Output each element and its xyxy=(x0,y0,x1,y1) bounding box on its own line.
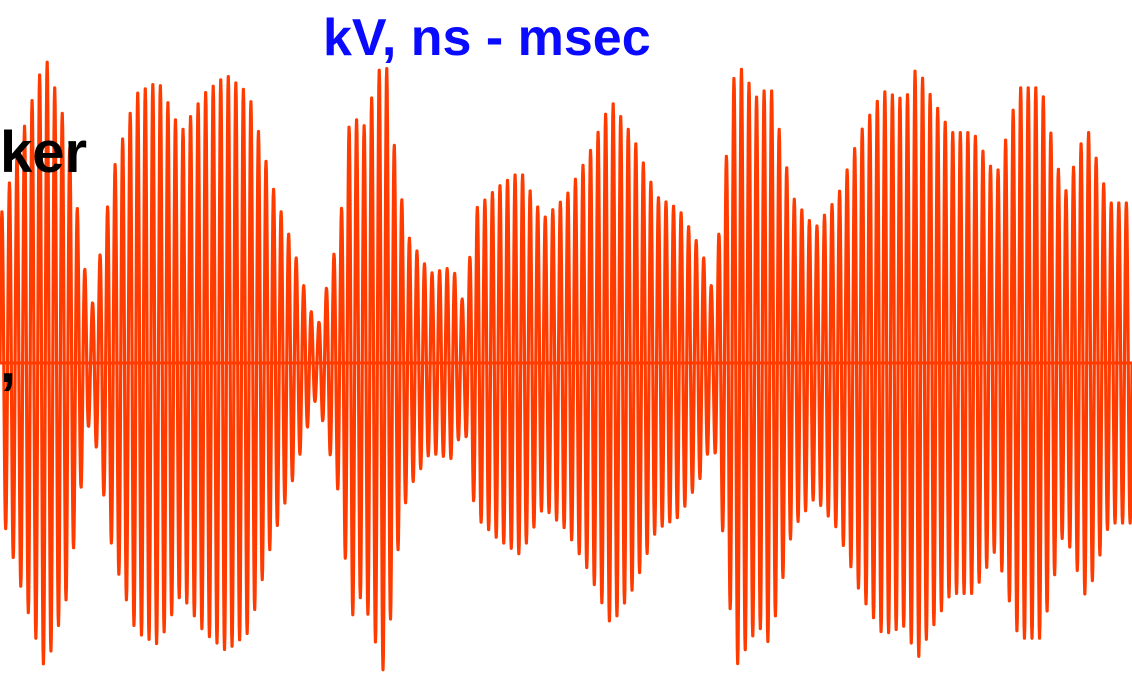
heading-line-2: , xyxy=(0,328,87,398)
heading-line-1: ker xyxy=(0,118,87,188)
heading-fragment: ker , xyxy=(0,0,87,538)
waveform-series xyxy=(0,62,1132,669)
waveform-layer xyxy=(0,62,1132,669)
units-label: kV, ns - msec xyxy=(323,6,651,70)
